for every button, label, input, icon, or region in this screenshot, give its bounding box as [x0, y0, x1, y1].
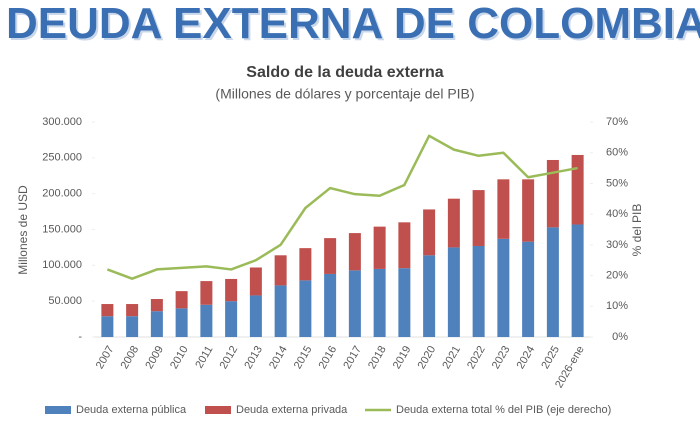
bar	[299, 280, 312, 337]
bar	[571, 154, 584, 225]
x-tick-label: 2013	[242, 344, 265, 371]
y-tick-label: -	[78, 331, 82, 343]
bar	[522, 179, 535, 242]
bar	[348, 233, 361, 271]
y-tick-label: 200.000	[42, 188, 82, 200]
x-tick-label: 2015	[292, 344, 315, 371]
bar	[398, 222, 411, 269]
bar	[126, 316, 139, 337]
bar	[274, 255, 287, 286]
bar	[546, 227, 559, 337]
bar	[150, 299, 163, 312]
legend-label: Deuda externa privada	[236, 404, 348, 416]
bar	[497, 238, 510, 337]
bar	[447, 247, 460, 337]
bar	[373, 226, 386, 269]
y2-tick-label: 40%	[606, 208, 628, 220]
y-tick-label: 100.000	[42, 259, 82, 271]
y2-tick-label: 0%	[612, 331, 628, 343]
y-tick-label: 150.000	[42, 223, 82, 235]
x-tick-label: 2022	[465, 344, 488, 371]
x-tick-label: 2020	[416, 344, 439, 371]
bar	[126, 304, 139, 317]
bar	[373, 268, 386, 337]
bar	[423, 209, 436, 256]
bar	[497, 179, 510, 239]
page-title: DEUDA EXTERNA DE COLOMBIA	[6, 0, 700, 48]
x-tick-label: 2009	[143, 344, 166, 371]
bar	[472, 245, 485, 337]
line	[106, 134, 578, 280]
bar	[225, 301, 238, 337]
legend-swatch	[45, 406, 71, 414]
bar	[225, 278, 238, 302]
bar	[274, 285, 287, 337]
x-tick-label: 2016	[317, 344, 340, 371]
bar	[423, 255, 436, 337]
y2-tick-label: 20%	[606, 269, 628, 281]
bar	[571, 224, 584, 337]
bar	[175, 308, 188, 337]
x-tick-label: 2017	[341, 344, 364, 371]
x-tick-label: 2023	[490, 344, 513, 371]
bar	[472, 190, 485, 246]
x-tick-label: 2008	[119, 344, 142, 371]
bar	[348, 270, 361, 337]
y2-tick-label: 30%	[606, 239, 628, 251]
x-tick-label: 2011	[193, 344, 215, 370]
x-tick-label: 2021	[440, 344, 463, 371]
bar	[324, 238, 337, 274]
bar	[546, 159, 559, 228]
bar	[447, 198, 460, 248]
title-shadow: DEUDA EXTERNA DE COLOMBIA	[8, 1, 700, 50]
bar	[150, 311, 163, 337]
x-tick-label: 2014	[267, 344, 290, 371]
legend-swatch	[205, 406, 231, 414]
x-tick-label: 2019	[391, 344, 414, 371]
x-tick-label: 2007	[94, 344, 117, 371]
y2-tick-label: 50%	[606, 177, 628, 189]
x-tick-label: 2018	[366, 344, 389, 371]
y2-tick-label: 10%	[606, 300, 628, 312]
y2-axis-label: % del PIB	[630, 204, 644, 257]
y2-tick-label: 60%	[606, 147, 628, 159]
y-tick-label: 50.000	[48, 295, 82, 307]
chart-title: Saldo de la deuda externa	[246, 64, 444, 81]
chart-subtitle: (Millones de dólares y porcentaje del PI…	[215, 86, 474, 102]
x-tick-label: 2025	[539, 344, 562, 371]
bar	[324, 273, 337, 337]
bar	[175, 291, 188, 309]
bar	[398, 268, 411, 337]
x-tick-label: 2024	[515, 344, 538, 371]
x-tick-label: 2012	[218, 344, 241, 371]
bar	[101, 304, 114, 317]
bar	[299, 248, 312, 281]
y2-tick-label: 70%	[606, 116, 628, 128]
legend-label: Deuda externa pública	[76, 404, 187, 416]
y-axis-label: Millones de USD	[16, 185, 30, 275]
legend-label: Deuda externa total % del PIB (eje derec…	[396, 404, 611, 416]
bar	[101, 316, 114, 337]
bar	[249, 267, 262, 296]
bar	[200, 281, 213, 305]
x-tick-label: 2010	[168, 344, 191, 371]
y-tick-label: 300.000	[42, 116, 82, 128]
bar	[522, 241, 535, 337]
y-tick-label: 250.000	[42, 152, 82, 164]
bar	[249, 295, 262, 337]
bar	[200, 304, 213, 337]
